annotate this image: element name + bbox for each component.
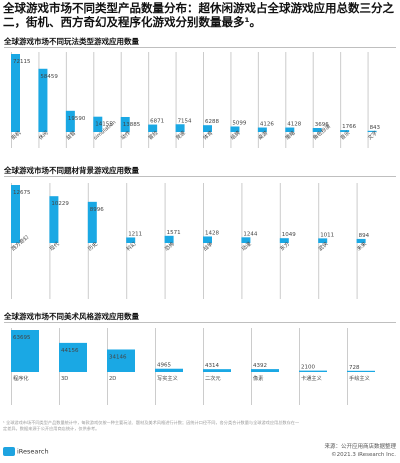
copyright-line: ©2021.3 iResearch Inc.	[331, 452, 396, 458]
bar	[299, 370, 327, 372]
source-line: 来源：公开应用商店数据整理	[324, 444, 396, 450]
bar-value-label: 1571	[167, 230, 181, 236]
brand-logo: iResearch	[3, 447, 49, 456]
bar	[120, 116, 130, 132]
bar-value-label: 4126	[260, 122, 274, 128]
bar	[87, 201, 97, 243]
bar-value-label: 1049	[282, 232, 296, 238]
bar-value-label: 19590	[68, 116, 86, 122]
bar-value-label: 34146	[109, 354, 127, 360]
bar	[49, 196, 59, 243]
bar	[367, 130, 377, 132]
bar	[175, 124, 185, 132]
art-style-bar-chart: 63695 程序化 44156 3D 34146 2D 4965 写实主义 4314 二次元 439…	[11, 328, 375, 405]
page-title: 全球游戏市场不同类型产品数量分布：超休闲游戏占全球游戏应用总数三分之二，街机、西…	[3, 1, 394, 29]
bar	[257, 127, 267, 132]
bar	[203, 236, 212, 243]
theme-bar-chart: 12675西方奇幻10229现代8996历史1211科幻1571恐怖1428战争…	[9, 183, 370, 299]
logo-text: iResearch	[17, 447, 49, 456]
panel-divider	[4, 322, 396, 323]
bar-value-label: 72115	[13, 59, 31, 65]
logo-icon	[3, 447, 15, 456]
footnote: ¹ 全球游戏市场不同类型产品数量统计中，每款游戏仅按一种主要玩法、题材及美术风格…	[3, 420, 300, 431]
bar	[347, 370, 375, 372]
bar	[93, 116, 103, 132]
bar-value-label: 14155	[95, 122, 113, 128]
panel-divider	[4, 47, 396, 48]
bar-value-label: 1244	[243, 231, 257, 237]
bar-value-label: 13885	[123, 122, 141, 128]
bar-value-label: 10229	[51, 201, 69, 207]
bar	[148, 124, 158, 132]
bar	[230, 126, 240, 132]
bar-value-label: 8996	[90, 207, 104, 213]
bar-value-label: 7154	[178, 118, 192, 124]
bar	[107, 349, 135, 372]
bar-value-label: 58459	[40, 74, 58, 80]
bar	[126, 237, 136, 243]
category-label: 手绘主义	[349, 374, 370, 382]
bar-value-label: 4392	[253, 363, 267, 369]
category-label: 2D	[109, 376, 116, 382]
bar-value-label: 843	[370, 125, 381, 131]
bar	[65, 110, 75, 132]
category-label: 写实主义	[157, 374, 178, 382]
bar-value-label: 44156	[61, 348, 79, 354]
bar	[356, 238, 366, 243]
category-label: 程序化	[13, 374, 29, 382]
bar	[285, 127, 295, 132]
panel-title-gameplay: 全球游戏市场不同玩法类型游戏应用数量	[4, 37, 139, 46]
bar	[203, 369, 231, 372]
bar	[279, 238, 289, 243]
bar	[38, 68, 48, 132]
bar-value-label: 2100	[301, 365, 315, 371]
bar-value-label: 1011	[320, 232, 334, 238]
bar-value-label: 6871	[150, 119, 164, 125]
bar	[59, 342, 87, 372]
panel-title-theme: 全球游戏市场不同题材背景游戏应用数量	[4, 166, 139, 175]
bar	[340, 130, 350, 132]
bar-value-label: 728	[349, 365, 360, 371]
bar-value-label: 1211	[128, 231, 142, 237]
bar	[203, 125, 212, 132]
bar-value-label: 4128	[287, 122, 301, 128]
panel-divider	[4, 176, 396, 177]
category-label: 卡通主义	[301, 374, 322, 382]
bar-value-label: 63695	[13, 335, 31, 341]
bar-value-label: 4314	[205, 363, 219, 369]
bar-value-label: 3696	[315, 122, 329, 128]
bar-value-label: 1766	[342, 124, 356, 130]
bar	[251, 369, 279, 372]
bar	[318, 238, 328, 243]
bar	[155, 368, 183, 372]
bar-value-label: 5099	[232, 120, 246, 126]
bar	[11, 330, 39, 372]
bar	[312, 128, 322, 132]
category-label: 二次元	[205, 374, 221, 382]
bar-value-label: 894	[359, 233, 370, 239]
category-label: 像素	[253, 374, 263, 382]
category-label: 3D	[61, 376, 68, 382]
bar-value-label: 12675	[13, 190, 31, 196]
panel-title-art-style: 全球游戏市场不同美术风格游戏应用数量	[4, 312, 139, 321]
bar	[11, 54, 20, 132]
bar-value-label: 4965	[157, 363, 171, 369]
source-note: 来源：公开应用商店数据整理 ©2021.3 iResearch Inc.	[324, 443, 396, 459]
bar	[241, 237, 251, 243]
bar	[164, 235, 174, 243]
bar-value-label: 1428	[205, 230, 219, 236]
bar-value-label: 6288	[205, 119, 219, 125]
bar	[11, 185, 20, 243]
